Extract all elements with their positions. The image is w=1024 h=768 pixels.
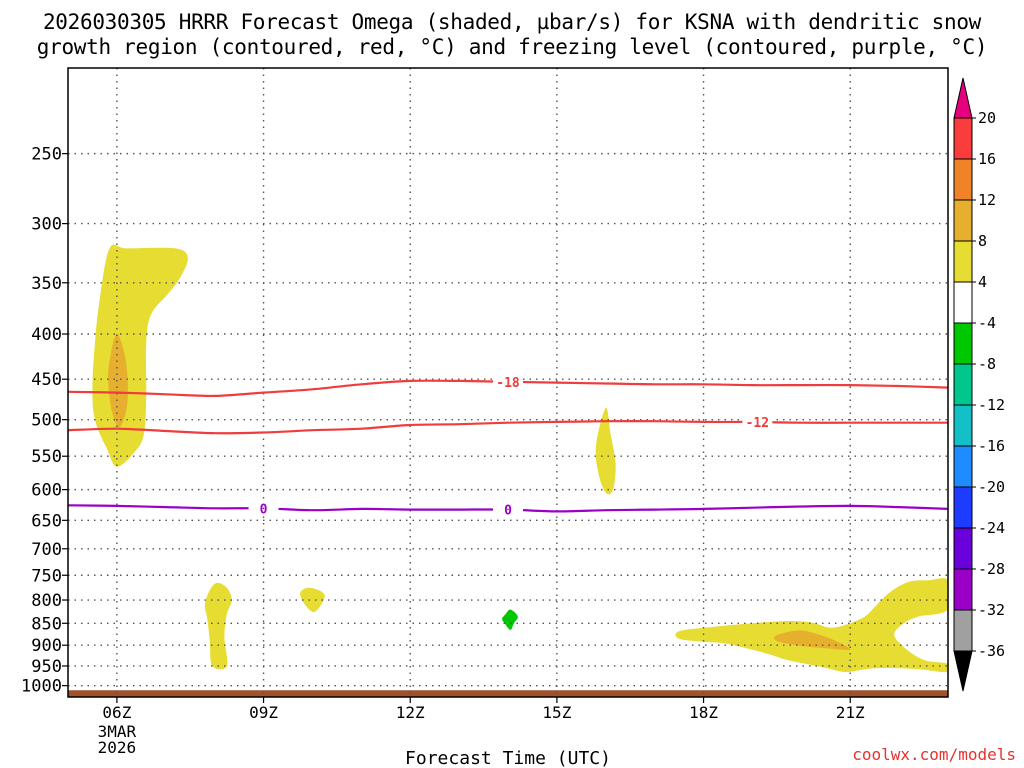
plot-area: -18 -12 0 0 250 300 350 400 450 500 550 600 650 700 75… — [21, 67, 949, 757]
colorbar-bin — [953, 568, 973, 611]
colorbar-label: -36 — [978, 642, 1005, 660]
omega-shaded-region — [92, 244, 188, 467]
colorbar-label: 16 — [978, 150, 996, 168]
omega-shaded-region — [108, 334, 128, 428]
freezing-level-contour-label-bg — [248, 501, 279, 516]
x-tick-label: 06Z — [102, 703, 131, 722]
freezing-level-contour-label-bg — [493, 502, 523, 517]
colorbar-bin — [953, 281, 973, 324]
y-tick-label: 300 — [31, 215, 62, 235]
x-tick-label: 15Z — [542, 703, 571, 722]
y-tick-label: 500 — [31, 411, 62, 431]
colorbar-label: -20 — [978, 478, 1005, 496]
colorbar-label: 12 — [978, 191, 996, 209]
colorbar-bin — [953, 158, 973, 201]
omega-shaded-region — [502, 609, 518, 630]
colorbar-label: -28 — [978, 560, 1005, 578]
y-tick-label: 800 — [31, 591, 62, 611]
y-tick-label: 650 — [31, 511, 62, 531]
dgz-contour-line — [68, 420, 948, 435]
colorbar-bin — [953, 445, 973, 488]
y-tick-label: 350 — [31, 274, 62, 294]
dgz-contour-label: -18 — [496, 376, 520, 391]
colorbar: -36 -32 -28 -24 -20 -16 -12 -8 -4 4 8 12 16 20 — [953, 77, 1005, 692]
colorbar-bin — [953, 322, 973, 365]
dgz-contour-label-bg — [742, 415, 773, 430]
colorbar-bin — [953, 199, 973, 242]
y-tick-label: 400 — [31, 325, 62, 345]
colorbar-label: 20 — [978, 109, 996, 127]
colorbar-label: 4 — [978, 273, 987, 291]
plot-clip-group: -18 -12 0 0 — [68, 68, 948, 697]
colorbar-bin — [953, 363, 973, 406]
credit-text[interactable]: coolwx.com/models — [852, 745, 1016, 764]
omega-shaded-region — [675, 578, 948, 673]
freezing-level-contour-label: 0 — [260, 502, 268, 517]
y-tick-label: 450 — [31, 370, 62, 390]
colorbar-max-triangle — [953, 77, 973, 119]
colorbar-bin — [953, 404, 973, 447]
colorbar-label: -32 — [978, 601, 1005, 619]
terrain-fill — [68, 690, 948, 697]
y-tick-label: 750 — [31, 566, 62, 586]
x-tick-label: 12Z — [396, 703, 425, 722]
y-tick-label: 1000 — [21, 677, 62, 697]
y-tick-label: 850 — [31, 614, 62, 634]
x-tick-label: 18Z — [689, 703, 718, 722]
x-tick-label: 21Z — [836, 703, 865, 722]
colorbar-bin — [953, 527, 973, 570]
colorbar-label: -12 — [978, 396, 1005, 414]
y-tick-label: 600 — [31, 481, 62, 501]
omega-shaded-region — [300, 587, 325, 613]
omega-shaded-region — [595, 407, 616, 495]
colorbar-bin — [953, 486, 973, 529]
y-tick-label: 900 — [31, 636, 62, 656]
omega-shaded-region — [773, 630, 851, 650]
colorbar-bin — [953, 117, 973, 160]
x-date-label: 3MAR — [98, 722, 137, 741]
colorbar-bin — [953, 609, 973, 652]
colorbar-label: -8 — [978, 355, 996, 373]
x-axis-label: Forecast Time (UTC) — [405, 748, 611, 768]
x-date-label: 2026 — [98, 738, 137, 757]
dgz-contour-label: -12 — [746, 416, 769, 431]
y-tick-label: 550 — [31, 447, 62, 467]
colorbar-min-triangle — [953, 650, 973, 692]
colorbar-label: -4 — [978, 314, 996, 332]
y-tick-label: 700 — [31, 540, 62, 560]
chart-title-line-2: growth region (contoured, red, °C) and f… — [36, 35, 988, 59]
plot-frame — [67, 67, 949, 698]
y-tick-label: 250 — [31, 145, 62, 165]
colorbar-label: 8 — [978, 232, 987, 250]
colorbar-label: -16 — [978, 437, 1005, 455]
colorbar-bin — [953, 240, 973, 283]
dgz-contour-label-bg — [493, 374, 523, 389]
x-tick-label: 09Z — [249, 703, 278, 722]
freezing-level-contour-label: 0 — [504, 504, 512, 519]
y-tick-label: 950 — [31, 657, 62, 677]
omega-shaded-region — [204, 582, 232, 670]
colorbar-label: -24 — [978, 519, 1005, 537]
chart-title-line-1: 2026030305 HRRR Forecast Omega (shaded, … — [42, 10, 982, 34]
